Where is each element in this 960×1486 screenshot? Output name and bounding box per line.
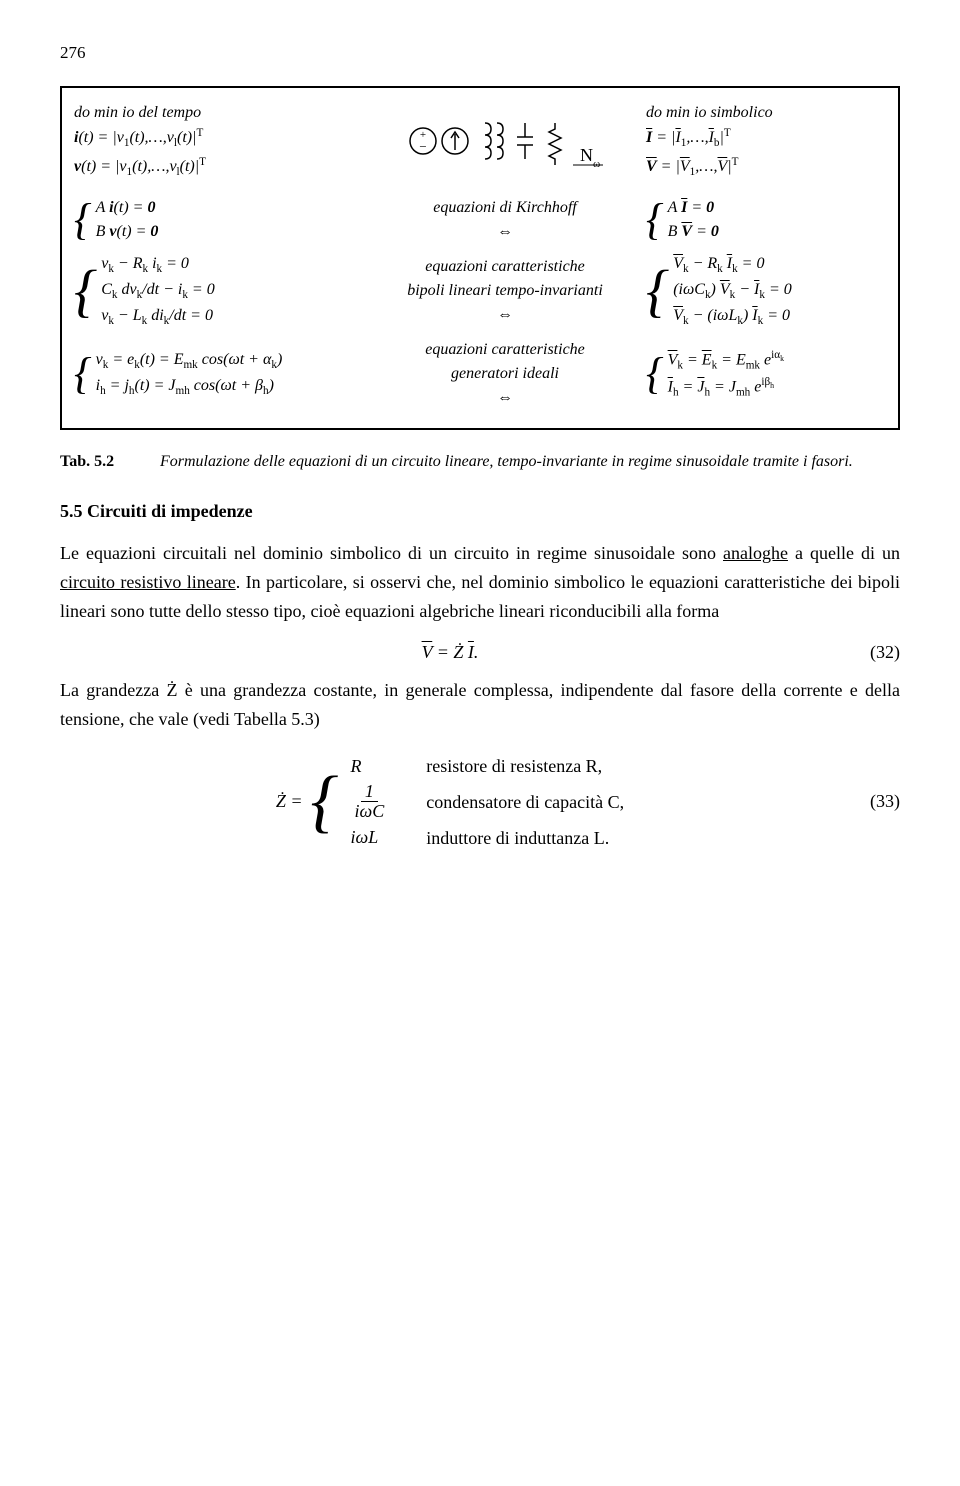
kirchhoff-left: { A i(t) = 0 B v(t) = 0 — [74, 196, 364, 244]
eq33-r2d: iωC — [351, 802, 389, 822]
eq33-d1: resistore di resistenza R, — [426, 748, 624, 784]
svg-text:N: N — [580, 145, 593, 165]
p1a: Le equazioni circuitali nel dominio simb… — [60, 543, 723, 563]
eq33-r2n: 1 — [361, 782, 378, 803]
tab-label: Tab. 5.2 — [60, 450, 130, 474]
eq33-number: (33) — [840, 788, 900, 815]
kirchhoff-right: { A I = 0 B V = 0 — [646, 196, 886, 244]
eq33-r3: iωL — [351, 822, 389, 853]
bm3: ⇔ — [375, 303, 635, 327]
time-domain-block: do min io del tempo i(t) = |v1(t),…,vl(t… — [74, 100, 364, 182]
bipoli-right: { Vk − Rk Ik = 0 (iωCk) Vk − Ik = 0 Vk −… — [646, 252, 886, 330]
br2: (iωCk) Vk − Ik = 0 — [673, 278, 792, 304]
bm1: equazioni caratteristiche — [375, 255, 635, 279]
gl2: ih = jh(t) = Jmh cos(ωt + βh) — [96, 374, 283, 400]
paragraph-1: Le equazioni circuitali nel dominio simb… — [60, 539, 900, 625]
p1b: a quelle di un — [788, 543, 900, 563]
eq33-d3: induttore di induttanza L. — [426, 820, 624, 856]
page-number: 276 — [60, 40, 900, 66]
time-domain-eq2: v(t) = |v1(t),…,vl(t)|T — [74, 154, 364, 182]
eq33-content: Ż = { R 1 iωC iωL resistore di resistenz… — [60, 748, 840, 856]
svg-text:−: − — [419, 139, 426, 154]
p1u2: circuito resistivo lineare — [60, 572, 236, 592]
phasor-domain-title: do min io simbolico — [646, 100, 886, 126]
bm2: bipoli lineari tempo-invarianti — [375, 279, 635, 303]
eq32-content: V = Ż I. — [60, 639, 840, 666]
gr1: Vk = Ek = Emk eiαk — [668, 347, 784, 374]
gm3: ⇔ — [375, 386, 635, 410]
table-caption: Tab. 5.2 Formulazione delle equazioni di… — [60, 450, 900, 474]
time-domain-eq1: i(t) = |v1(t),…,vl(t)|T — [74, 125, 364, 153]
br3: Vk − (iωLk) Ik = 0 — [673, 304, 792, 330]
gen-mid: equazioni caratteristiche generatori ide… — [375, 338, 635, 410]
kl2: B v(t) = 0 — [96, 220, 159, 244]
equation-33: Ż = { R 1 iωC iωL resistore di resistenz… — [60, 748, 900, 856]
eq33-d2: condensatore di capacità C, — [426, 784, 624, 820]
bl3: vk − Lk dik/dt = 0 — [101, 304, 215, 330]
equation-32: V = Ż I. (32) — [60, 639, 900, 666]
bl2: Ck dvk/dt − ik = 0 — [101, 278, 215, 304]
tab-text: Formulazione delle equazioni di un circu… — [160, 450, 853, 474]
bipoli-mid: equazioni caratteristiche bipoli lineari… — [375, 255, 635, 327]
bl1: vk − Rk ik = 0 — [101, 252, 215, 278]
p1u1: analoghe — [723, 543, 788, 563]
gr2: Ih = Jh = Jmh eiβh — [668, 374, 784, 401]
phasor-domain-block: do min io simbolico I = |I1,…,Ib|T V = |… — [646, 100, 886, 182]
kirchhoff-mid: equazioni di Kirchhoff ⇔ — [375, 196, 635, 244]
gen-left: { vk = ek(t) = Emk cos(ωt + αk) ih = jh(… — [74, 348, 364, 400]
svg-text:ω: ω — [593, 158, 600, 170]
phasor-domain-eq2: V = |V1,…,V|T — [646, 154, 886, 182]
formula-diagram-frame: do min io del tempo i(t) = |v1(t),…,vl(t… — [60, 86, 900, 430]
circuit-symbols: + − N ω — [405, 101, 605, 181]
bipoli-left: { vk − Rk ik = 0 Ck dvk/dt − ik = 0 vk −… — [74, 252, 364, 330]
eq33-lhs: Ż = — [276, 788, 303, 815]
kr1: A I = 0 — [668, 196, 719, 220]
paragraph-2: La grandezza Ż è una grandezza costante,… — [60, 676, 900, 734]
km1: equazioni di Kirchhoff — [375, 196, 635, 220]
km2: ⇔ — [375, 220, 635, 244]
gm1: equazioni caratteristiche — [375, 338, 635, 362]
gen-right: { Vk = Ek = Emk eiαk Ih = Jh = Jmh eiβh — [646, 347, 886, 402]
kl1: A i(t) = 0 — [96, 196, 159, 220]
eq32-number: (32) — [840, 639, 900, 666]
eq33-r1: R — [351, 751, 389, 782]
section-title: 5.5 Circuiti di impedenze — [60, 498, 900, 525]
eq33-r2: 1 iωC — [351, 782, 389, 823]
gm2: generatori ideali — [375, 362, 635, 386]
gl1: vk = ek(t) = Emk cos(ωt + αk) — [96, 348, 283, 374]
br1: Vk − Rk Ik = 0 — [673, 252, 792, 278]
circuit-svg: + − N ω — [405, 101, 605, 181]
kr2: B V = 0 — [668, 220, 719, 244]
time-domain-title: do min io del tempo — [74, 100, 364, 126]
phasor-domain-eq1: I = |I1,…,Ib|T — [646, 125, 886, 153]
